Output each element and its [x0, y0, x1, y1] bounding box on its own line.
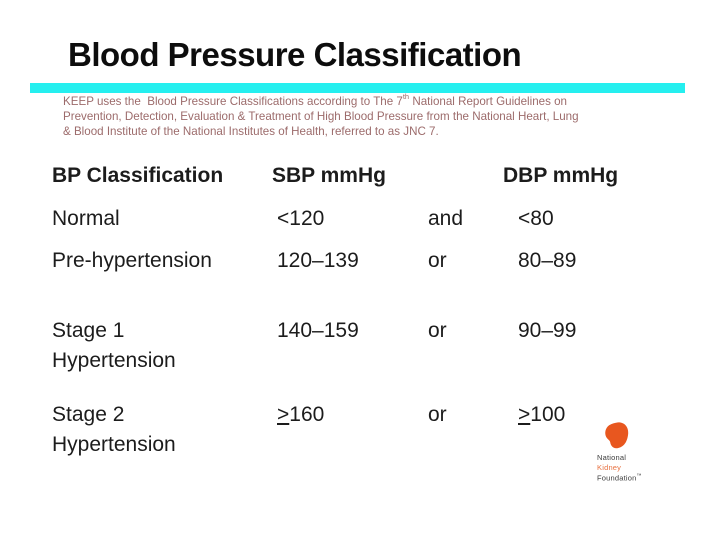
- sbp-number: 120–139: [277, 249, 359, 272]
- intro-text-start: KEEP uses the Blood Pressure Classificat…: [63, 95, 403, 108]
- conjunction: or: [428, 249, 447, 272]
- conjunction: or: [428, 319, 447, 342]
- column-header-sbp: SBP mmHg: [272, 164, 386, 187]
- sbp-value: <120: [272, 204, 428, 234]
- intro-text-end: National Report Guidelines on Prevention…: [63, 95, 579, 138]
- dbp-value: <80: [503, 204, 643, 234]
- table-row-stage2: Stage 2 Hypertension >160 or >100: [52, 400, 643, 460]
- nkf-logo-text: National Kidney Foundation™: [597, 453, 687, 483]
- row-label: Stage 1 Hypertension: [52, 319, 176, 372]
- sbp-number: 160: [289, 403, 325, 426]
- sbp-gte-sign: >: [277, 403, 290, 426]
- sbp-value: 140–159: [272, 316, 428, 376]
- table-header-row: BP Classification SBP mmHg DBP mmHg: [52, 164, 643, 188]
- trademark-symbol: ™: [636, 473, 642, 479]
- sbp-number: 140–159: [277, 319, 359, 342]
- conjunction: and: [428, 207, 464, 230]
- dbp-number: 80–89: [518, 249, 577, 272]
- logo-line-kidney: Kidney: [597, 462, 622, 472]
- row-label: Pre-hypertension: [52, 249, 212, 272]
- sbp-number: <120: [277, 207, 325, 230]
- sbp-value: >160: [272, 400, 428, 460]
- conjunction: or: [428, 403, 447, 426]
- table-row-normal: Normal <120 and <80: [52, 204, 643, 234]
- title-accent-bar: [30, 83, 685, 93]
- dbp-number: <80: [518, 207, 554, 230]
- dbp-value: >100: [503, 400, 643, 460]
- dbp-number: 90–99: [518, 319, 577, 342]
- intro-paragraph: KEEP uses the Blood Pressure Classificat…: [63, 92, 683, 139]
- row-label: Stage 2 Hypertension: [52, 403, 176, 456]
- table-row-prehypertension: Pre-hypertension 120–139 or 80–89: [52, 246, 643, 276]
- logo-line-national: National: [597, 453, 627, 462]
- logo-line-foundation: Foundation™: [597, 472, 687, 483]
- dbp-number: 100: [530, 403, 566, 426]
- intro-superscript: th: [402, 92, 410, 102]
- sbp-value: 120–139: [272, 246, 428, 276]
- dbp-gte-sign: >: [518, 403, 531, 426]
- row-label: Normal: [52, 207, 120, 230]
- nkf-logo: National Kidney Foundation™: [597, 421, 687, 483]
- column-header-spacer: [428, 164, 503, 188]
- page-title: Blood Pressure Classification: [68, 36, 522, 73]
- column-header-classification: BP Classification: [52, 164, 224, 187]
- kidney-icon: [605, 422, 629, 449]
- table-row-stage1: Stage 1 Hypertension 140–159 or 90–99: [52, 316, 643, 376]
- logo-foundation-word: Foundation: [597, 473, 637, 483]
- dbp-value: 80–89: [503, 246, 643, 276]
- column-header-dbp: DBP mmHg: [503, 164, 619, 187]
- dbp-value: 90–99: [503, 316, 643, 376]
